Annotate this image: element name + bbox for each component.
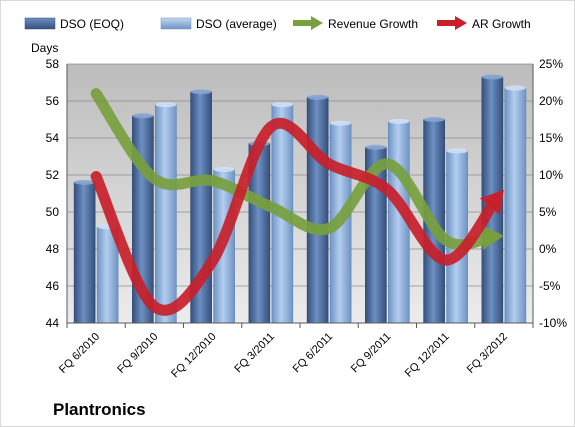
x-tick-label: FQ 9/2011 — [349, 331, 394, 376]
arrow-shaft — [90, 88, 498, 251]
arrow-head — [479, 189, 504, 215]
y2-axis-ticks: -10% -5% 0% 5% 10% 15% 20% 25% — [539, 57, 567, 330]
x-tick-label: FQ 12/2010 — [169, 331, 219, 381]
legend-arrow-revenue-growth — [293, 16, 323, 30]
y2-tick-label: 10% — [539, 168, 563, 182]
y-tick-label: 54 — [46, 131, 60, 145]
x-tick-label: FQ 6/2010 — [57, 331, 102, 376]
arrow-shaft — [90, 118, 502, 316]
bar-dso-eoq — [306, 94, 329, 324]
y2-tick-label: 25% — [539, 57, 563, 71]
bar-top — [481, 74, 503, 80]
bar-dso-eoq — [73, 179, 96, 324]
y-tick-label: 44 — [46, 316, 60, 330]
x-axis-ticks: FQ 6/2010 FQ 9/2010 FQ 12/2010 FQ 3/2011 FQ … — [57, 331, 510, 381]
bar-top — [330, 120, 352, 126]
bar-body — [306, 97, 329, 324]
y-tick-label: 50 — [46, 205, 60, 219]
legend-label-revenue-growth: Revenue Growth — [328, 17, 418, 31]
bar-dso-average — [504, 85, 527, 324]
bar-top — [190, 89, 212, 95]
bar-top — [213, 166, 235, 172]
legend-label-dso-average: DSO (average) — [196, 17, 277, 31]
bar-dso-average — [446, 148, 468, 324]
arrow-revenue-growth — [90, 88, 504, 251]
legend-label-ar-growth: AR Growth — [472, 17, 531, 31]
bar-body — [155, 104, 177, 324]
legend-label-dso-eoq: DSO (EOQ) — [60, 17, 124, 31]
bar-body — [504, 87, 527, 324]
y-tick-label: 58 — [46, 57, 60, 71]
bar-dso-average — [155, 102, 177, 324]
bar-top — [271, 102, 293, 108]
y2-tick-label: 15% — [539, 131, 563, 145]
y2-tick-label: -10% — [539, 316, 567, 330]
bar-top — [446, 148, 468, 154]
y-axis-label: Days — [31, 41, 58, 55]
y-axis-ticks: 44 46 48 50 52 54 56 58 — [46, 57, 60, 330]
bar-body — [73, 182, 96, 324]
x-tick-label: FQ 6/2011 — [291, 331, 336, 376]
bar-top — [155, 102, 177, 108]
legend: DSO (EOQ) DSO (average) Revenue Growth A… — [24, 16, 531, 31]
x-tick-label: FQ 3/2012 — [465, 331, 510, 376]
x-tick-label: FQ 12/2011 — [403, 331, 452, 380]
bar-top — [307, 94, 329, 100]
bar-top — [365, 144, 387, 150]
axes — [66, 64, 534, 328]
y2-tick-label: 5% — [539, 205, 557, 219]
y2-tick-label: 20% — [539, 94, 563, 108]
y-tick-label: 48 — [46, 242, 60, 256]
arrow-ar-growth — [90, 118, 504, 316]
bar-top — [423, 117, 445, 122]
brand-label: Plantronics — [53, 400, 146, 419]
arrow-head — [481, 224, 504, 251]
legend-swatch-dso-average — [160, 17, 192, 30]
y2-tick-label: -5% — [539, 279, 561, 293]
x-tick-label: FQ 9/2010 — [115, 331, 160, 376]
x-tick-label: FQ 3/2011 — [232, 331, 277, 376]
bar-top — [388, 118, 410, 124]
legend-swatch-dso-eoq — [24, 17, 56, 30]
growth-arrows — [90, 88, 504, 316]
legend-arrow-ar-growth — [437, 16, 467, 30]
bar-top — [504, 85, 526, 91]
bar-top — [74, 179, 96, 185]
bar-top — [132, 113, 154, 119]
y-tick-label: 56 — [46, 94, 60, 108]
y-tick-label: 52 — [46, 168, 60, 182]
y2-tick-label: 0% — [539, 242, 557, 256]
y-tick-label: 46 — [46, 279, 60, 293]
